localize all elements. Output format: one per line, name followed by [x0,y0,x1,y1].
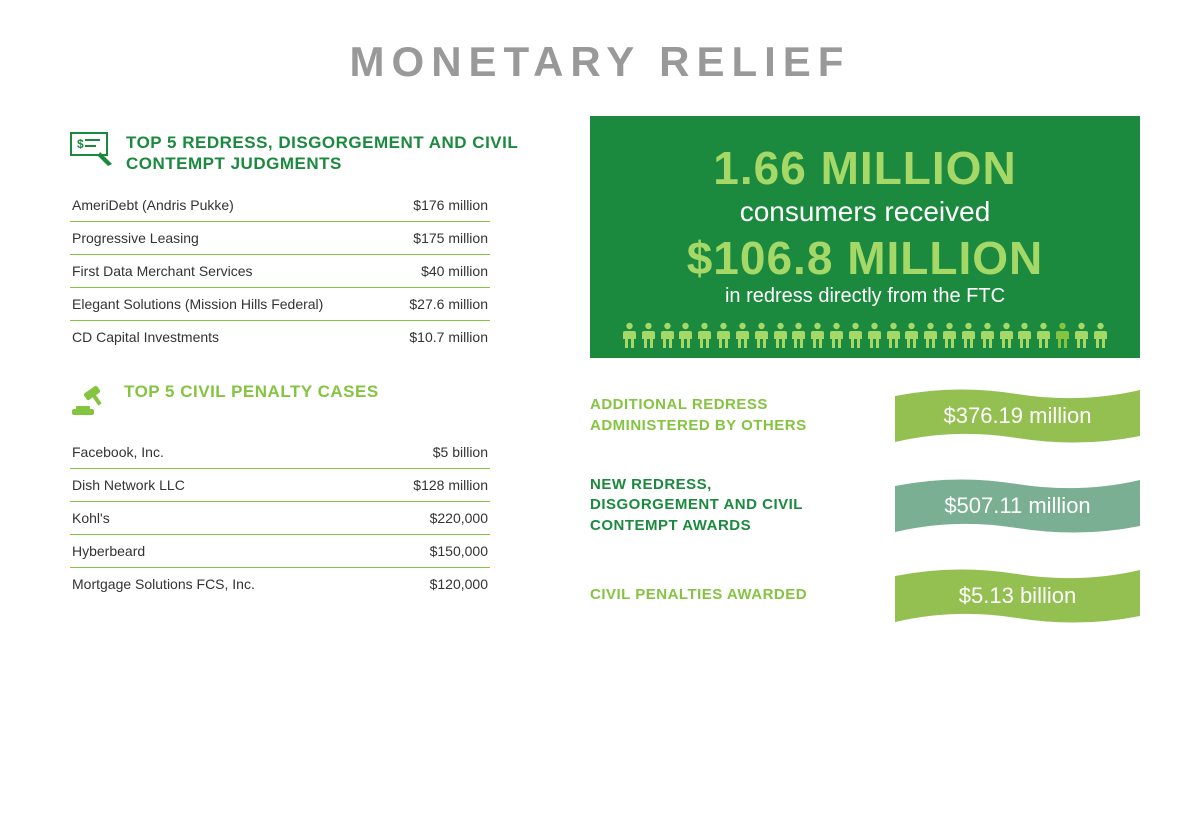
penalties-title: TOP 5 CIVIL PENALTY CASES [124,381,379,402]
cell-value: $150,000 [366,534,490,567]
cell-name: Progressive Leasing [70,221,387,254]
stat-ribbon: $507.11 million [895,474,1140,538]
judgments-header: $ TOP 5 REDRESS, DISGORGEMENT AND CIVIL … [70,132,530,175]
penalties-table: Facebook, Inc.$5 billion Dish Network LL… [70,436,490,600]
table-row: Progressive Leasing$175 million [70,221,490,254]
hero-line4: in redress directly from the FTC [620,285,1110,308]
hero-line1: 1.66 MILLION [620,144,1110,192]
person-icon [773,322,788,348]
person-icon [1074,322,1089,348]
stat-row: CIVIL PENALTIES AWARDED $5.13 billion [590,564,1140,628]
cell-value: $220,000 [366,501,490,534]
person-icon [848,322,863,348]
cell-value: $5 billion [366,436,490,469]
person-icon [999,322,1014,348]
cell-name: Elegant Solutions (Mission Hills Federal… [70,287,387,320]
person-icon [867,322,882,348]
table-row: Hyberbeard$150,000 [70,534,490,567]
cell-value: $40 million [387,254,490,287]
table-row: Dish Network LLC$128 million [70,468,490,501]
cell-name: AmeriDebt (Andris Pukke) [70,189,387,222]
cell-value: $120,000 [366,567,490,600]
cell-name: Hyberbeard [70,534,366,567]
person-icon [810,322,825,348]
stats-container: ADDITIONAL REDRESS ADMINISTERED BY OTHER… [590,384,1140,628]
cell-value: $176 million [387,189,490,222]
judgments-title: TOP 5 REDRESS, DISGORGEMENT AND CIVIL CO… [126,132,530,175]
cell-value: $175 million [387,221,490,254]
person-icon [735,322,750,348]
person-icon [980,322,995,348]
person-icon [1036,322,1051,348]
gavel-icon [70,381,112,422]
person-icon [1093,322,1108,348]
stat-ribbon: $376.19 million [895,384,1140,448]
hero-panel: 1.66 MILLION consumers received $106.8 M… [590,116,1140,358]
person-icon [660,322,675,348]
cell-name: Kohl's [70,501,366,534]
stat-ribbon: $5.13 billion [895,564,1140,628]
svg-text:$: $ [77,137,84,151]
stat-label: NEW REDRESS, DISGORGEMENT AND CIVIL CONT… [590,475,810,536]
person-icon [1055,322,1070,348]
cell-name: Facebook, Inc. [70,436,366,469]
person-icon [641,322,656,348]
person-icon [942,322,957,348]
person-icon [697,322,712,348]
stat-value: $376.19 million [895,384,1140,448]
cell-value: $27.6 million [387,287,490,320]
stat-label: CIVIL PENALTIES AWARDED [590,585,807,605]
stat-row: ADDITIONAL REDRESS ADMINISTERED BY OTHER… [590,384,1140,448]
check-icon: $ [70,132,114,173]
table-row: Kohl's$220,000 [70,501,490,534]
stat-value: $5.13 billion [895,564,1140,628]
person-icon [791,322,806,348]
table-row: First Data Merchant Services$40 million [70,254,490,287]
hero-line3: $106.8 MILLION [620,234,1110,282]
table-row: AmeriDebt (Andris Pukke)$176 million [70,189,490,222]
cell-name: Dish Network LLC [70,468,366,501]
person-icon [678,322,693,348]
person-icon [923,322,938,348]
right-column: 1.66 MILLION consumers received $106.8 M… [590,104,1140,628]
cell-name: Mortgage Solutions FCS, Inc. [70,567,366,600]
page-title: MONETARY RELIEF [0,38,1200,86]
stat-row: NEW REDRESS, DISGORGEMENT AND CIVIL CONT… [590,474,1140,538]
table-row: Elegant Solutions (Mission Hills Federal… [70,287,490,320]
person-icon [904,322,919,348]
person-icon [754,322,769,348]
penalties-header: TOP 5 CIVIL PENALTY CASES [70,381,530,422]
person-icon [961,322,976,348]
left-column: $ TOP 5 REDRESS, DISGORGEMENT AND CIVIL … [70,104,530,628]
cell-name: CD Capital Investments [70,320,387,353]
cell-name: First Data Merchant Services [70,254,387,287]
stat-label: ADDITIONAL REDRESS ADMINISTERED BY OTHER… [590,395,810,436]
stat-value: $507.11 million [895,474,1140,538]
person-icon [622,322,637,348]
person-icon [716,322,731,348]
person-icon [886,322,901,348]
person-icon [829,322,844,348]
hero-line2: consumers received [620,196,1110,228]
columns: $ TOP 5 REDRESS, DISGORGEMENT AND CIVIL … [0,104,1200,628]
cell-value: $10.7 million [387,320,490,353]
person-icon [1017,322,1032,348]
table-row: Facebook, Inc.$5 billion [70,436,490,469]
table-row: CD Capital Investments$10.7 million [70,320,490,353]
people-icons-row [620,322,1110,348]
cell-value: $128 million [366,468,490,501]
judgments-table: AmeriDebt (Andris Pukke)$176 million Pro… [70,189,490,353]
table-row: Mortgage Solutions FCS, Inc.$120,000 [70,567,490,600]
